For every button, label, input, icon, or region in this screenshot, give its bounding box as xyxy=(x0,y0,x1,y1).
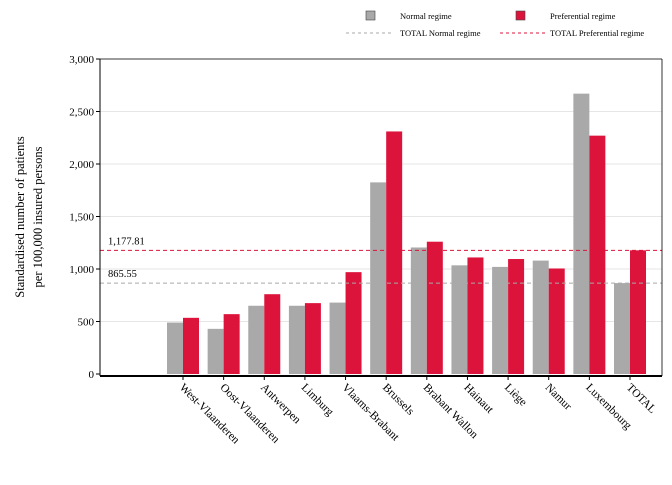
bar-preferential xyxy=(264,294,281,374)
bar-normal xyxy=(207,328,224,374)
y-axis-ticks: 0 500 1,000 1,500 2,000 2,500 3,000 xyxy=(69,54,100,381)
bar-normal xyxy=(573,93,590,375)
reference-line-label: 1,177.81 xyxy=(108,236,145,247)
bar-normal xyxy=(288,305,305,374)
y-tick-label: 0 xyxy=(89,369,95,381)
bar-preferential xyxy=(386,131,403,374)
legend-label-total-preferential: TOTAL Preferential regime xyxy=(550,28,644,38)
legend-swatch-preferential xyxy=(515,10,526,21)
legend-label-preferential: Preferential regime xyxy=(550,11,616,21)
reference-line-label: 865.55 xyxy=(108,269,137,280)
bar-preferential xyxy=(467,257,484,374)
y-axis-title-line-1: Standardised number of patients xyxy=(13,136,27,298)
bar-preferential xyxy=(508,259,525,374)
x-tick-label: Hainaut xyxy=(461,382,496,417)
y-tick-label: 2,000 xyxy=(69,159,94,171)
bar-preferential xyxy=(304,303,321,374)
x-tick-label: Brussels xyxy=(380,382,416,418)
x-tick-label: TOTAL xyxy=(624,382,658,416)
bar-preferential xyxy=(183,317,199,374)
bar-normal xyxy=(451,265,468,374)
legend: Normal regime Preferential regime TOTAL … xyxy=(346,10,644,38)
bar-normal xyxy=(492,266,509,374)
x-axis-ticks: West-VlaanderenOost-VlaanderenAntwerpenL… xyxy=(177,376,658,447)
y-tick-label: 500 xyxy=(78,317,95,329)
y-tick-label: 2,500 xyxy=(69,107,94,119)
bar-preferential xyxy=(426,241,443,374)
bar-normal xyxy=(329,302,346,374)
bars xyxy=(167,93,646,375)
y-tick-label: 1,500 xyxy=(69,212,94,224)
y-tick-label: 1,000 xyxy=(69,264,94,276)
legend-label-normal: Normal regime xyxy=(400,11,452,21)
bar-normal xyxy=(614,283,630,374)
bar-preferential xyxy=(589,135,606,374)
bar-normal xyxy=(370,182,387,374)
bar-normal xyxy=(167,322,183,374)
bar-preferential xyxy=(630,250,646,374)
x-tick-label: Namur xyxy=(543,382,574,413)
x-tick-label: Limburg xyxy=(299,382,336,419)
legend-swatch-normal xyxy=(365,10,376,21)
legend-label-total-normal: TOTAL Normal regime xyxy=(400,28,481,38)
reference-lines: 865.55 1,177.81 xyxy=(100,236,662,284)
x-tick-label: Liège xyxy=(502,382,529,409)
y-tick-label: 3,000 xyxy=(69,54,94,66)
bar-preferential xyxy=(223,314,240,374)
bar-preferential xyxy=(548,268,565,374)
bar-normal xyxy=(410,247,427,374)
bar-normal xyxy=(532,260,549,374)
bar-normal xyxy=(248,305,265,374)
y-axis-title-line-2: per 100,000 insured persons xyxy=(31,146,45,287)
bar-preferential xyxy=(345,272,362,374)
